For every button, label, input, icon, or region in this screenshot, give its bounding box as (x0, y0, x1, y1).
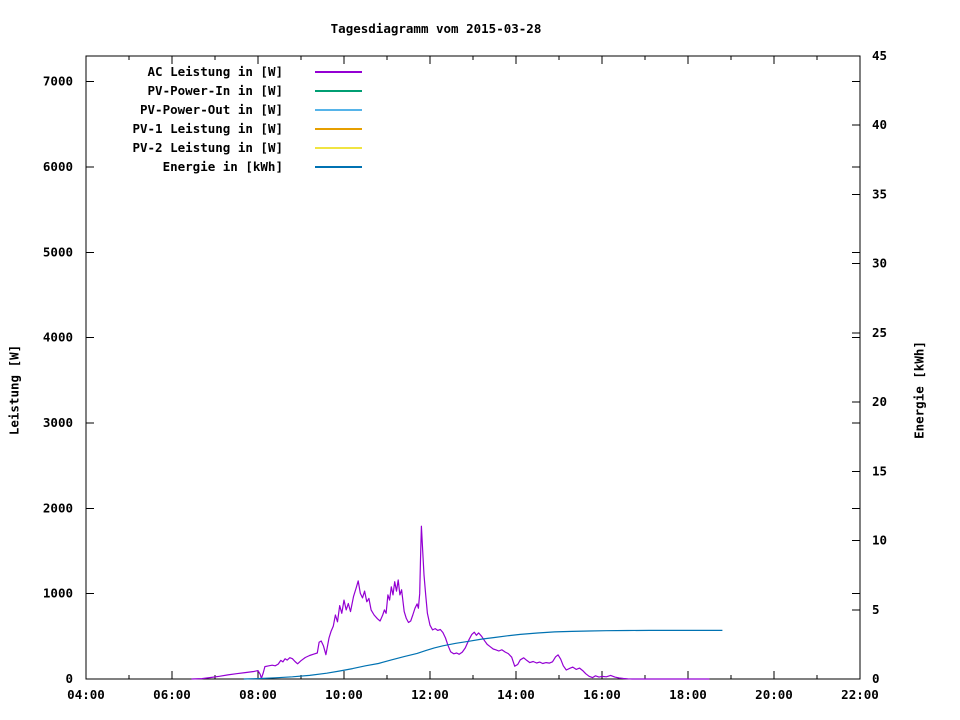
y1-tick-label: 4000 (43, 330, 73, 345)
series-line-energie-in-kwh (243, 629, 723, 680)
y1-tick-label: 6000 (43, 159, 73, 174)
legend-item: AC Leistung in [W] (95, 62, 362, 81)
y2-tick-label: 0 (872, 671, 880, 686)
x-tick-label: 08:00 (239, 687, 277, 702)
legend-line-sample (315, 89, 362, 92)
x-tick-label: 18:00 (669, 687, 707, 702)
y2-tick-label: 20 (872, 394, 887, 409)
legend-label: PV-Power-Out in [W] (140, 102, 283, 117)
legend-line-sample (315, 127, 362, 130)
x-tick-label: 06:00 (153, 687, 191, 702)
y1-tick-label: 7000 (43, 74, 73, 89)
legend-item: PV-Power-In in [W] (95, 81, 362, 100)
y2-tick-label: 45 (872, 48, 887, 63)
legend-line-sample (315, 165, 362, 168)
y2-axis-title: Energie [kWh] (911, 341, 927, 439)
y2-tick-label: 40 (872, 117, 887, 132)
y1-tick-label: 2000 (43, 500, 73, 515)
y2-tick-label: 5 (872, 602, 880, 617)
series-line-ac-leistung-in-w (191, 525, 710, 680)
x-tick-label: 16:00 (583, 687, 621, 702)
legend-label: Energie in [kWh] (162, 159, 283, 174)
legend-label: PV-1 Leistung in [W] (132, 121, 283, 136)
x-tick-label: 22:00 (841, 687, 879, 702)
y1-tick-label: 5000 (43, 244, 73, 259)
legend: AC Leistung in [W] PV-Power-In in [W] PV-P… (95, 62, 362, 176)
y1-tick-label: 1000 (43, 586, 73, 601)
legend-item: PV-1 Leistung in [W] (95, 119, 362, 138)
y2-tick-label: 30 (872, 256, 887, 271)
y1-tick-label: 0 (65, 671, 73, 686)
y2-tick-label: 15 (872, 463, 887, 478)
x-tick-label: 12:00 (411, 687, 449, 702)
legend-label: PV-2 Leistung in [W] (132, 140, 283, 155)
x-tick-label: 14:00 (497, 687, 535, 702)
x-tick-label: 04:00 (67, 687, 105, 702)
legend-label: PV-Power-In in [W] (147, 83, 283, 98)
legend-item: PV-2 Leistung in [W] (95, 138, 362, 157)
chart-title: Tagesdiagramm vom 2015-03-28 (330, 21, 542, 36)
y1-tick-label: 3000 (43, 415, 73, 430)
legend-line-sample (315, 146, 362, 149)
x-tick-label: 10:00 (325, 687, 363, 702)
y2-tick-label: 10 (872, 533, 887, 548)
legend-line-sample (315, 108, 362, 111)
legend-label: AC Leistung in [W] (147, 64, 283, 79)
legend-item: PV-Power-Out in [W] (95, 100, 362, 119)
x-tick-label: 20:00 (755, 687, 793, 702)
legend-line-sample (315, 70, 362, 73)
y1-axis-title: Leistung [W] (6, 344, 22, 436)
y2-tick-label: 35 (872, 186, 887, 201)
legend-item: Energie in [kWh] (95, 157, 362, 176)
y2-tick-label: 25 (872, 325, 887, 340)
